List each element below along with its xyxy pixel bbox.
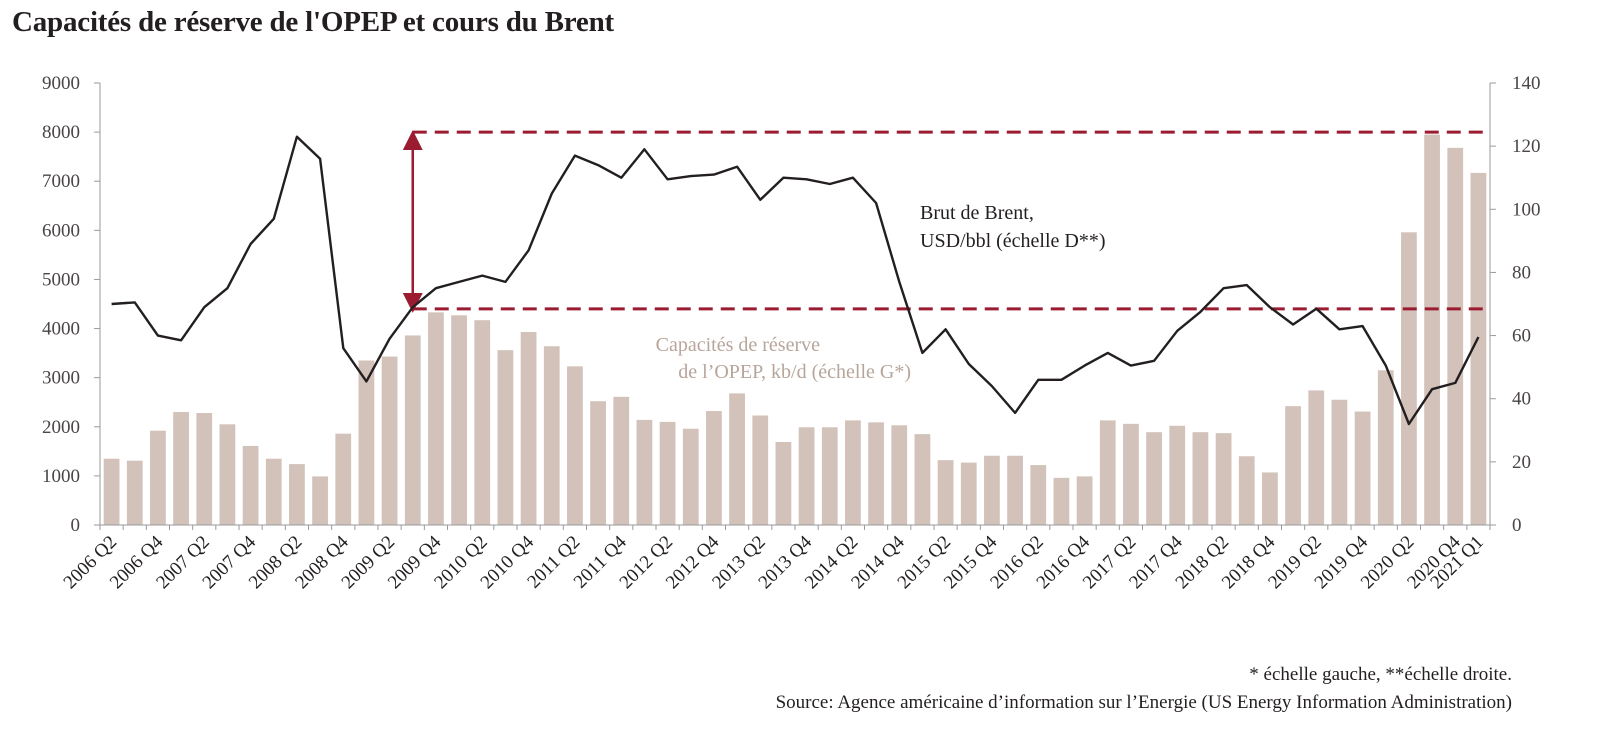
opec-capacity-bar [706, 411, 722, 525]
opec-capacity-bar [428, 312, 444, 525]
opec-capacity-bar [1099, 420, 1116, 525]
opec-capacity-bar [960, 462, 977, 525]
brent-price-line [111, 135, 1480, 426]
right-axis: 0 20 40 60 80 100 120 140 [1489, 73, 1541, 536]
brent-annotation-line1: Brut de Brent, [920, 202, 1034, 224]
opec-capacity-bar [242, 445, 259, 525]
opec-capacity-bar [659, 421, 676, 525]
opec-capacity-bar [451, 315, 467, 525]
opec-annotation-line1: Capacités de réserve [656, 334, 820, 356]
opec-capacity-bar [613, 396, 630, 525]
right-axis-tick-label: 0 [1512, 515, 1522, 536]
opec-capacity-bar [729, 393, 745, 525]
opec-capacity-bar [404, 335, 421, 525]
right-axis-tick-label: 40 [1512, 389, 1531, 410]
left-axis-tick-label: 6000 [42, 220, 80, 241]
opec-capacity-bar [265, 458, 282, 525]
opec-capacity-bar [636, 419, 653, 525]
source-note: Source: Agence américaine d’information … [775, 692, 1512, 713]
opec-capacity-bar [868, 422, 884, 525]
left-axis-tick-label: 8000 [42, 122, 80, 143]
opec-capacity-bar [1146, 432, 1162, 525]
right-axis-tick-label: 140 [1512, 73, 1541, 94]
left-axis-tick-label: 9000 [42, 73, 80, 94]
right-axis-tick-label: 20 [1512, 452, 1531, 473]
opec-capacity-bar [1007, 455, 1023, 525]
left-axis-tick-label: 5000 [42, 269, 80, 290]
opec-capacity-bar [1331, 399, 1348, 525]
line-series [111, 135, 1480, 426]
right-axis-tick-label: 60 [1512, 326, 1531, 347]
opec-capacity-bar [1053, 477, 1070, 525]
opec-capacity-bar [1215, 433, 1232, 525]
brent-annotation-line2: USD/bbl (échelle D**) [920, 230, 1106, 252]
opec-capacity-bar [984, 455, 1000, 525]
opec-capacity-bar [1030, 465, 1047, 525]
left-axis-tick-label: 1000 [42, 466, 80, 487]
opec-capacity-bar [219, 424, 236, 525]
footnote-scales: * échelle gauche, **échelle droite. [1249, 664, 1512, 685]
opec-capacity-bar [543, 346, 560, 525]
opec-capacity-bar [775, 442, 792, 525]
opec-capacity-bar [1285, 406, 1301, 525]
left-axis-tick-label: 3000 [42, 368, 80, 389]
opec-capacity-bar [798, 427, 815, 525]
left-axis-tick-label: 7000 [42, 171, 80, 192]
reference-lines [402, 130, 1490, 313]
opec-capacity-bar [752, 415, 769, 525]
right-axis-tick-label: 100 [1512, 199, 1541, 220]
opec-capacity-bar [1169, 425, 1186, 525]
opec-capacity-bar [845, 420, 861, 525]
opec-capacity-bar [196, 413, 213, 525]
opec-capacity-bar [173, 412, 189, 525]
chart-title: Capacités de réserve de l'OPEP et cours … [12, 6, 614, 38]
opec-capacity-bar [937, 460, 954, 525]
opec-capacity-bar [497, 350, 514, 525]
bar-series [103, 134, 1487, 526]
opec-capacity-bar [103, 458, 120, 525]
opec-capacity-bar [590, 401, 606, 525]
right-axis-tick-label: 120 [1512, 136, 1541, 157]
opec-capacity-bar [567, 366, 583, 525]
opec-capacity-bar [520, 331, 537, 525]
opec-capacity-bar [1377, 370, 1394, 525]
opec-capacity-bar [891, 425, 908, 525]
left-axis-tick-label: 0 [71, 515, 81, 536]
opec-capacity-bar [150, 430, 166, 525]
left-axis: 0 1000 2000 3000 4000 5000 6000 7000 8000 9000 [42, 73, 101, 536]
opec-capacity-bar [381, 356, 398, 525]
opec-capacity-bar [312, 476, 328, 525]
opec-capacity-bar [335, 433, 352, 525]
right-axis-tick-label: 80 [1512, 262, 1531, 283]
opec-capacity-bar [682, 428, 699, 525]
left-axis-tick-label: 2000 [42, 417, 80, 438]
opec-capacity-bar [1123, 423, 1139, 525]
opec-capacity-bar [1308, 390, 1325, 525]
opec-capacity-bar [1262, 472, 1278, 525]
opec-capacity-bar [821, 427, 838, 525]
opec-capacity-bar [126, 460, 143, 525]
opec-capacity-bar [1424, 134, 1440, 526]
opec-capacity-bar [474, 320, 491, 525]
opec-capacity-bar [1470, 172, 1487, 525]
opec-capacity-bar [1192, 432, 1209, 525]
opec-annotation-line2: de l’OPEP, kb/d (échelle G*) [678, 361, 911, 383]
opec-capacity-bar [1401, 232, 1417, 525]
opec-capacity-bar [1354, 411, 1371, 525]
opec-capacity-bar [358, 360, 375, 525]
opec-capacity-bar [1238, 456, 1255, 525]
left-axis-tick-label: 4000 [42, 319, 80, 340]
opec-capacity-bar [1447, 147, 1464, 525]
opec-capacity-bar [914, 434, 931, 525]
opec-capacity-bar [289, 464, 305, 525]
opec-capacity-bar [1076, 476, 1093, 525]
